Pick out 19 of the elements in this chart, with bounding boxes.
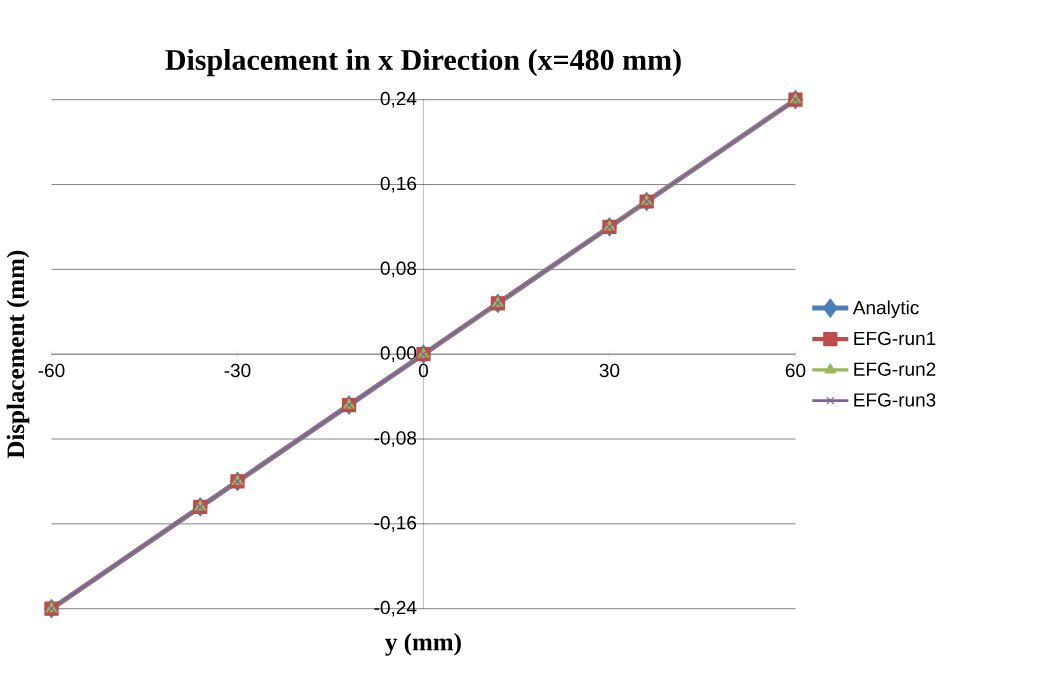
y-tick-label: 0,24 <box>380 91 417 108</box>
chart-title: Displacement in x Direction (x=480 mm) <box>165 48 681 77</box>
legend-label: Analytic <box>852 300 919 319</box>
y-tick-label: -0,24 <box>374 600 417 617</box>
legend-label: EFG-run1 <box>854 331 936 346</box>
x-tick-label: 0 <box>418 363 428 378</box>
y-tick-label: 0,08 <box>380 261 417 278</box>
legend-label: EFG-run3 <box>854 393 936 407</box>
y-tick-label: 0,16 <box>380 176 417 193</box>
x-tick-label: 30 <box>599 363 620 378</box>
y-tick-label: -0,08 <box>374 431 417 447</box>
y-axis-title: Displacement (mm) <box>6 250 30 459</box>
y-tick-label: -0,16 <box>374 516 417 532</box>
x-tick-label: -30 <box>224 363 251 378</box>
y-tick-label: 0,00 <box>380 346 417 363</box>
x-axis-title: y (mm) <box>385 632 461 656</box>
x-tick-label: -60 <box>38 363 65 378</box>
x-tick-label: 60 <box>785 363 806 378</box>
legend-label: EFG-run2 <box>854 362 936 376</box>
